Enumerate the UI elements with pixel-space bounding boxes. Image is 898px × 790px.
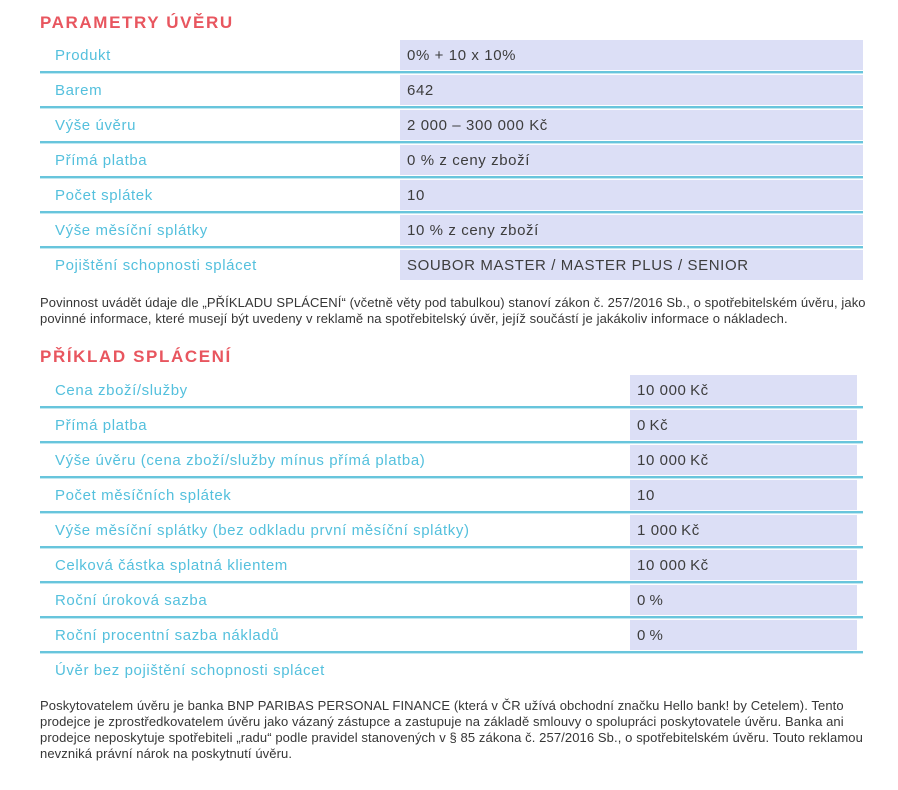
legal-note-1: Povinnost uvádět údaje dle „PŘÍKLADU SPL…	[40, 295, 866, 326]
table-row-vyse-mesicni-splatky: Výše měsíční splátky 10 % z ceny zboží	[40, 215, 863, 249]
repayment-example-table: Cena zboží/služby 10 000 Kč Přímá platba…	[40, 375, 863, 654]
row-label: Roční procentní sazba nákladů	[55, 626, 280, 644]
table-row-cena-zbozi: Cena zboží/služby 10 000 Kč	[40, 375, 863, 409]
row-value: 10 % z ceny zboží	[400, 215, 863, 245]
row-value: 0 %	[630, 585, 857, 615]
row-label: Produkt	[55, 46, 111, 64]
table-row-rpsn: Roční procentní sazba nákladů 0 %	[40, 620, 863, 654]
loan-parameters-title: PARAMETRY ÚVĚRU	[40, 13, 234, 32]
table-row-pojisteni: Pojištění schopnosti splácet SOUBOR MAST…	[40, 250, 863, 280]
table-footnote: Úvěr bez pojištění schopnosti splácet	[55, 661, 325, 679]
table-row-vyse-uveru: Výše úvěru 2 000 – 300 000 Kč	[40, 110, 863, 144]
row-label: Výše úvěru (cena zboží/služby mínus přím…	[55, 451, 426, 469]
row-label: Přímá platba	[55, 416, 148, 434]
row-label: Výše měsíční splátky	[55, 221, 208, 239]
row-value: 1 000 Kč	[630, 515, 857, 545]
row-label: Cena zboží/služby	[55, 381, 188, 399]
table-row-barem: Barem 642	[40, 75, 863, 109]
row-value: 10	[630, 480, 857, 510]
row-value: 10 000 Kč	[630, 445, 857, 475]
row-value: 0 %	[630, 620, 857, 650]
row-label: Výše úvěru	[55, 116, 137, 134]
row-value: 10 000 Kč	[630, 375, 857, 405]
table-row-pocet-splatek: Počet splátek 10	[40, 180, 863, 214]
row-value: 0% + 10 x 10%	[400, 40, 863, 70]
row-value: 10 000 Kč	[630, 550, 857, 580]
table-row-vyse-uveru-2: Výše úvěru (cena zboží/služby mínus přím…	[40, 445, 863, 479]
row-label: Přímá platba	[55, 151, 148, 169]
row-label: Roční úroková sazba	[55, 591, 208, 609]
row-value: 2 000 – 300 000 Kč	[400, 110, 863, 140]
row-value: SOUBOR MASTER / MASTER PLUS / SENIOR	[400, 250, 863, 280]
row-label: Celková částka splatná klientem	[55, 556, 288, 574]
table-row-pocet-mesicnich-splatek: Počet měsíčních splátek 10	[40, 480, 863, 514]
row-value: 10	[400, 180, 863, 210]
row-label: Počet splátek	[55, 186, 153, 204]
row-value: 0 Kč	[630, 410, 857, 440]
table-row-rocni-urokova-sazba: Roční úroková sazba 0 %	[40, 585, 863, 619]
legal-note-2: Poskytovatelem úvěru je banka BNP PARIBA…	[40, 698, 863, 761]
row-value: 642	[400, 75, 863, 105]
row-label: Počet měsíčních splátek	[55, 486, 232, 504]
row-value: 0 % z ceny zboží	[400, 145, 863, 175]
table-row-produkt: Produkt 0% + 10 x 10%	[40, 40, 863, 74]
loan-parameters-table: Produkt 0% + 10 x 10% Barem 642 Výše úvě…	[40, 40, 863, 280]
row-label: Pojištění schopnosti splácet	[55, 256, 257, 274]
table-row-vyse-mesicni-splatky-2: Výše měsíční splátky (bez odkladu první …	[40, 515, 863, 549]
table-row-prima-platba-2: Přímá platba 0 Kč	[40, 410, 863, 444]
repayment-example-title: PŘÍKLAD SPLÁCENÍ	[40, 347, 232, 366]
row-label: Barem	[55, 81, 103, 99]
row-label: Výše měsíční splátky (bez odkladu první …	[55, 521, 470, 539]
table-row-celkova-castka: Celková částka splatná klientem 10 000 K…	[40, 550, 863, 584]
table-row-prima-platba: Přímá platba 0 % z ceny zboží	[40, 145, 863, 179]
